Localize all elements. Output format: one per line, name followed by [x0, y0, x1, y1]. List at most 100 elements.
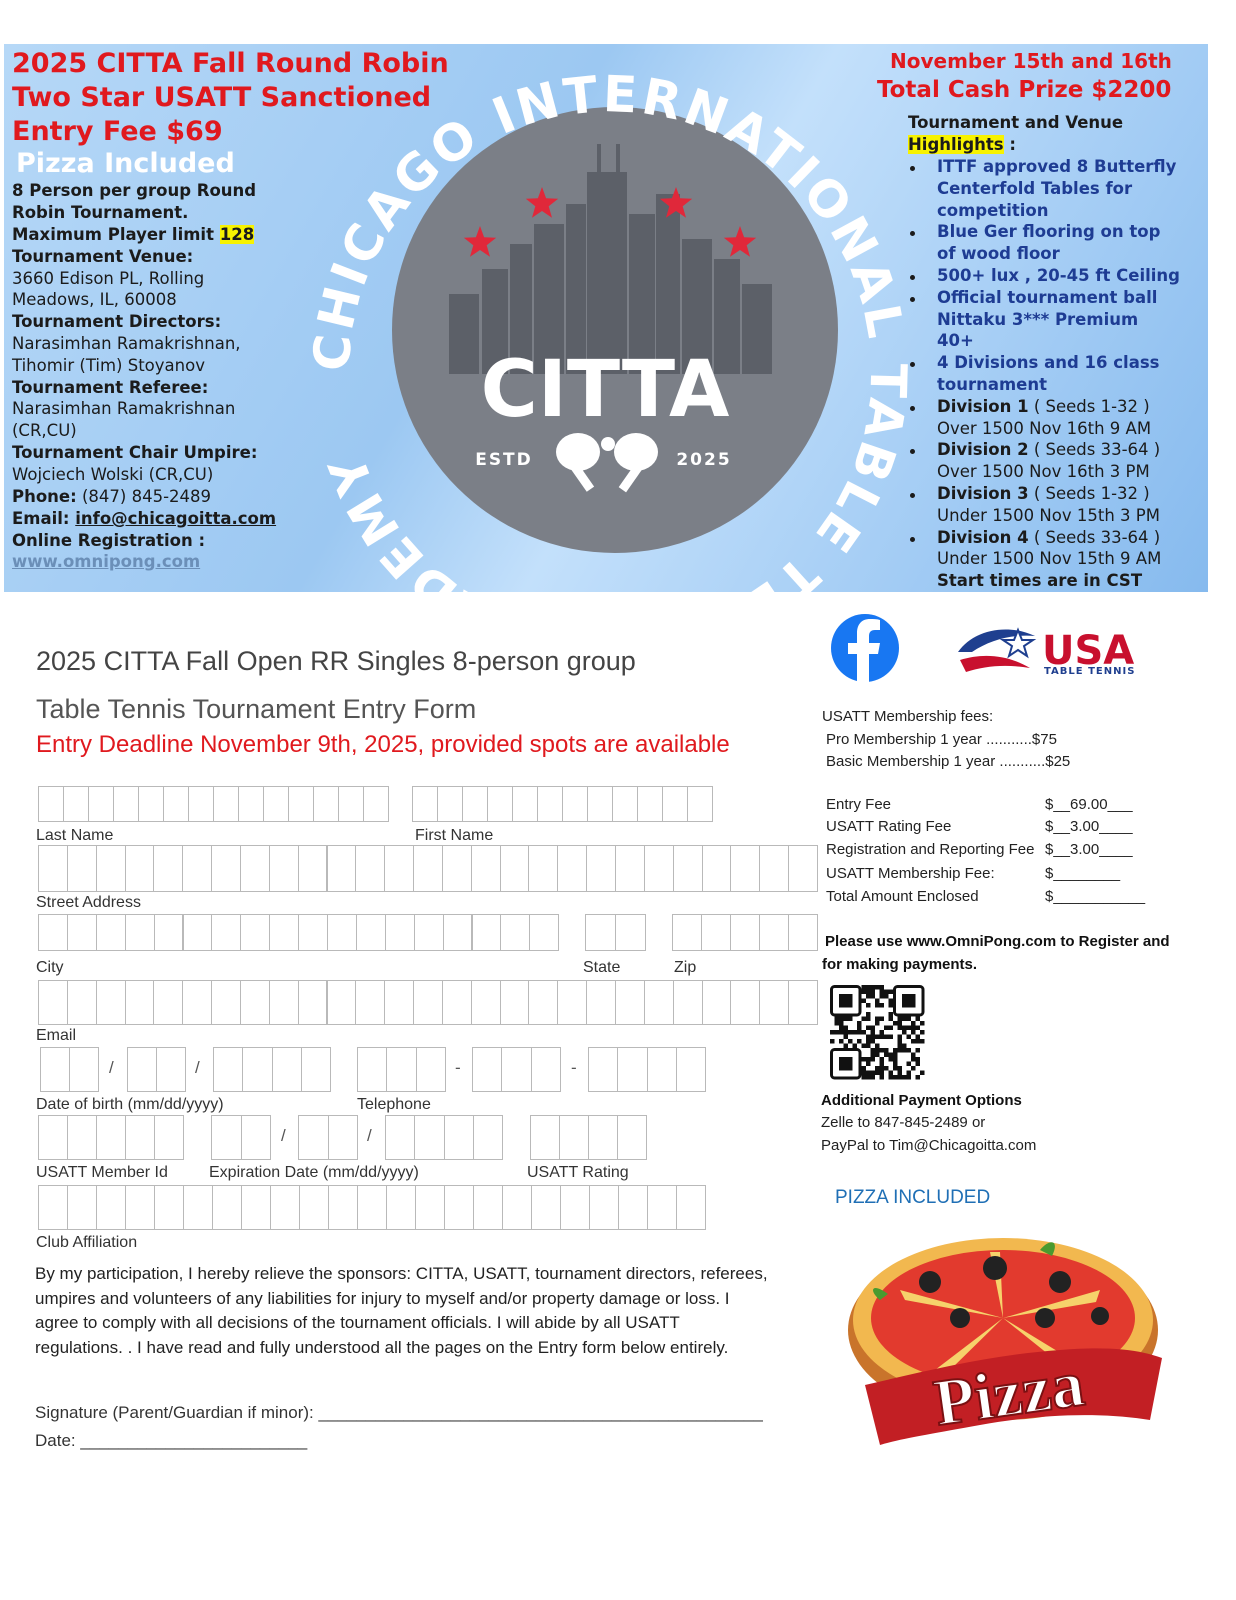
qr-module: [920, 1039, 925, 1044]
qr-module: [879, 1030, 884, 1035]
input-box: [759, 980, 790, 1025]
input-box: [268, 980, 299, 1025]
qr-module: [875, 1066, 880, 1071]
qr-module: [884, 1048, 889, 1053]
highlights-colon: :: [1009, 135, 1016, 154]
input-box: [211, 845, 241, 892]
building: [587, 172, 627, 374]
qr-module: [911, 1057, 916, 1062]
qr-module: [875, 1052, 880, 1057]
qr-module: [897, 1075, 902, 1080]
building: [482, 269, 508, 374]
input-box: [66, 980, 97, 1025]
qr-module: [830, 1039, 835, 1044]
qr-module: [879, 1048, 884, 1053]
qr-module: [875, 1048, 880, 1053]
input-box: [618, 1185, 648, 1230]
membership-heading: USATT Membership fees:: [822, 708, 994, 725]
qr-module: [884, 1025, 889, 1030]
registration-link: www.omnipong.com: [12, 552, 201, 571]
qr-module: [897, 1025, 902, 1030]
input-box: [124, 980, 155, 1025]
input-box: [268, 845, 299, 892]
qr-module: [888, 1003, 893, 1008]
qr-module: [888, 1070, 893, 1075]
qr-module: [870, 1057, 875, 1062]
highlights-heading: Tournament and Venue: [908, 113, 1124, 132]
payment-heading: Additional Payment Options: [821, 1092, 1022, 1109]
cash-prize: Total Cash Prize $2200: [877, 77, 1172, 103]
input-box: [442, 914, 473, 951]
input-box: [443, 1115, 474, 1160]
event-date: November 15th and 16th: [890, 49, 1172, 73]
qr-finder: [839, 994, 853, 1008]
division: Division 1 ( Seeds 1-32 ): [937, 397, 1150, 417]
input-box: [95, 980, 126, 1025]
field-label: Zip: [674, 959, 697, 976]
info-line: Email: info@chicagoitta.com: [12, 509, 276, 529]
qr-module: [915, 1016, 920, 1021]
building: [534, 224, 564, 374]
fee-item: Total Amount Enclosed: [826, 888, 979, 905]
waiver-line: By my participation, I hereby relieve th…: [35, 1264, 768, 1283]
qr-module: [879, 1034, 884, 1039]
input-box: [154, 1185, 184, 1230]
input-box: [788, 914, 818, 951]
qr-module: [879, 1075, 884, 1080]
input-box: [586, 845, 616, 892]
bullet: [910, 405, 915, 411]
stars: [463, 187, 757, 257]
qr-module: [911, 1066, 916, 1071]
input-box: [239, 980, 270, 1025]
input-box: [270, 1185, 300, 1230]
input-box: [240, 914, 271, 951]
input-box: [643, 845, 674, 892]
input-box: [153, 845, 184, 892]
qr-module: [866, 1025, 871, 1030]
qr-module: [834, 1021, 839, 1026]
qr-module: [875, 998, 880, 1003]
input-box: [499, 980, 530, 1025]
separator: -: [455, 1058, 461, 1077]
field-label: Email: [36, 1027, 77, 1044]
qr-module: [920, 1021, 925, 1026]
qr-finder: [830, 985, 862, 1017]
input-box: [701, 914, 731, 951]
input-box: [589, 1185, 619, 1230]
input-box: [212, 1185, 242, 1230]
qr-module: [902, 1048, 907, 1053]
qr-module: [893, 1021, 898, 1026]
info-label: Maximum Player limit: [12, 225, 214, 244]
input-box: [355, 980, 386, 1025]
input-box: [730, 980, 761, 1025]
qr-code: [830, 985, 925, 1080]
pizza-included: Pizza Included: [16, 148, 235, 179]
qr-module: [870, 985, 875, 990]
qr-module: [848, 1039, 853, 1044]
info-line: Narasimhan Ramakrishnan: [12, 399, 236, 418]
input-box: [355, 914, 386, 951]
qr-module: [857, 1030, 862, 1035]
qr-module: [884, 989, 889, 994]
payment-option: PayPal to Tim@Chicagoitta.com: [821, 1137, 1037, 1154]
separator: /: [281, 1126, 286, 1145]
qr-module: [879, 985, 884, 990]
qr-module: [893, 1061, 898, 1066]
qr-module: [866, 1075, 871, 1080]
qr-module: [906, 1061, 911, 1066]
qr-module: [839, 1016, 844, 1021]
field-label: Date of birth (mm/dd/yyyy): [36, 1096, 224, 1113]
qr-module: [879, 989, 884, 994]
info-line: 3660 Edison PL, Rolling: [12, 269, 205, 288]
highlight-line: 4 Divisions and 16 class: [937, 353, 1160, 373]
qr-module: [866, 1016, 871, 1021]
usa-swoosh: [960, 655, 1030, 672]
qr-module: [870, 1039, 875, 1044]
building: [682, 239, 712, 374]
input-box: [297, 845, 328, 892]
input-box: [38, 845, 68, 892]
input-box: [263, 786, 289, 822]
division-time: Over 1500 Nov 16th 3 PM: [937, 462, 1150, 482]
input-box: [240, 1115, 271, 1160]
qr-module: [879, 1066, 884, 1071]
